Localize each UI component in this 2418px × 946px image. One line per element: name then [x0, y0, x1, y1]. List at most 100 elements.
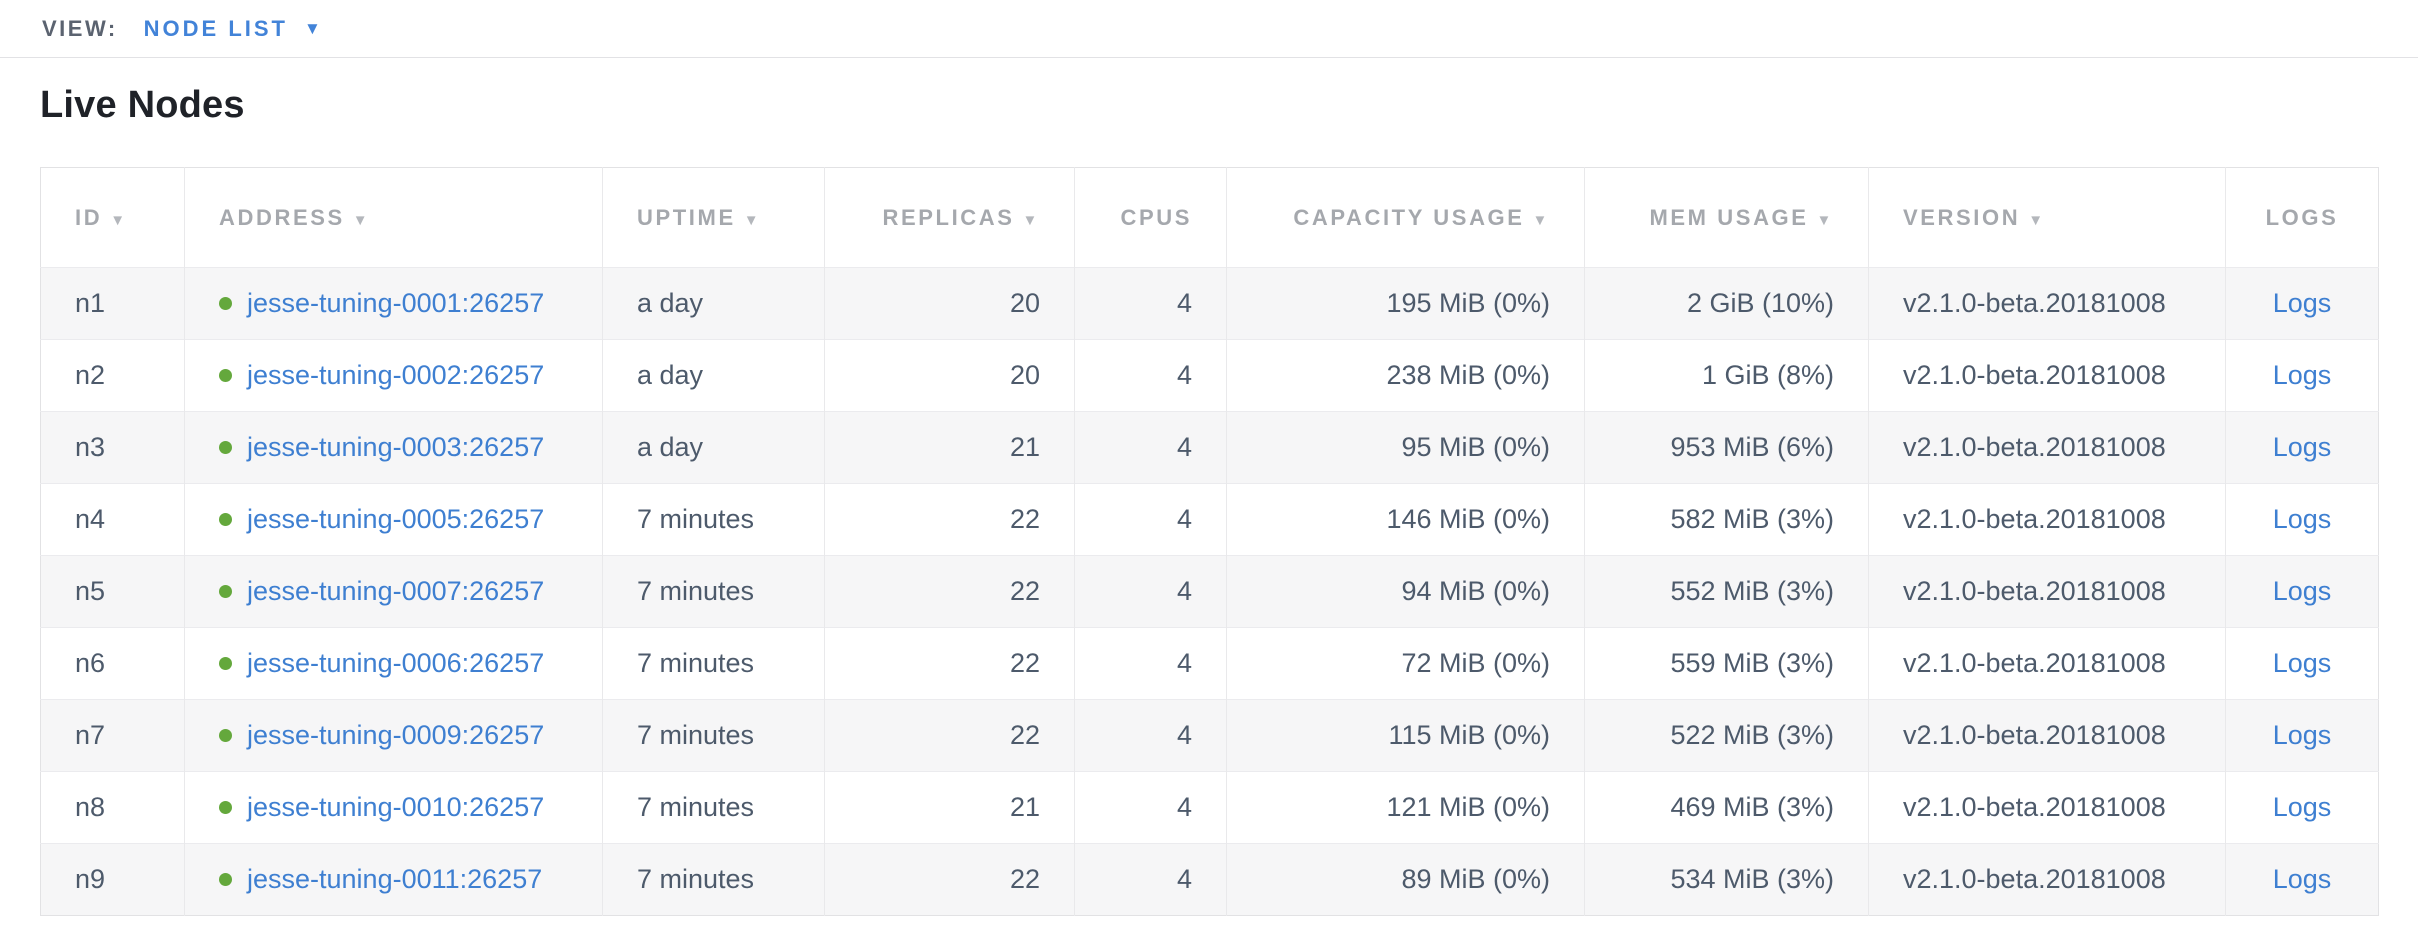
view-dropdown-value: NODE LIST [143, 15, 288, 41]
live-nodes-table: ID ▼ ADDRESS ▼ UPTIME ▼ REPLICAS ▼ CPUS CAPA… [40, 167, 2379, 916]
logs-cell: Logs [2225, 627, 2379, 700]
node-address-cell: jesse-tuning-0002:26257 [184, 339, 603, 412]
cpus-cell: 4 [1074, 771, 1227, 844]
node-id-cell: n7 [40, 699, 185, 772]
node-address-link[interactable]: jesse-tuning-0009:26257 [247, 720, 545, 750]
live-nodes-section: Live Nodes ID ▼ ADDRESS ▼ UPTIME ▼ REPLICAS… [0, 58, 2418, 916]
cpus-cell: 4 [1074, 483, 1227, 556]
mem-usage-cell: 469 MiB (3%) [1584, 771, 1869, 844]
logs-link[interactable]: Logs [2272, 648, 2332, 678]
node-address-link[interactable]: jesse-tuning-0001:26257 [247, 288, 545, 318]
mem-usage-cell: 534 MiB (3%) [1584, 843, 1869, 916]
capacity-usage-cell: 121 MiB (0%) [1226, 771, 1585, 844]
node-live-icon [219, 297, 232, 310]
logs-cell: Logs [2225, 339, 2379, 412]
sort-desc-icon: ▼ [1022, 211, 1040, 229]
uptime-cell: 7 minutes [602, 699, 825, 772]
table-row: n7 jesse-tuning-0009:26257 7 minutes 22 … [40, 699, 2379, 772]
logs-link[interactable]: Logs [2272, 792, 2332, 822]
node-id-cell: n6 [40, 627, 185, 700]
node-id-cell: n2 [40, 339, 185, 412]
table-row: n3 jesse-tuning-0003:26257 a day 21 4 95… [40, 411, 2379, 484]
replicas-cell: 21 [824, 411, 1075, 484]
node-live-icon [219, 657, 232, 670]
table-row: n4 jesse-tuning-0005:26257 7 minutes 22 … [40, 483, 2379, 556]
replicas-cell: 22 [824, 843, 1075, 916]
cpus-cell: 4 [1074, 411, 1227, 484]
capacity-usage-cell: 72 MiB (0%) [1226, 627, 1585, 700]
logs-link[interactable]: Logs [2272, 864, 2332, 894]
logs-cell: Logs [2225, 771, 2379, 844]
table-row: n2 jesse-tuning-0002:26257 a day 20 4 23… [40, 339, 2379, 412]
replicas-cell: 22 [824, 555, 1075, 628]
mem-usage-cell: 559 MiB (3%) [1584, 627, 1869, 700]
logs-cell: Logs [2225, 411, 2379, 484]
logs-link[interactable]: Logs [2272, 432, 2332, 462]
version-cell: v2.1.0-beta.20181008 [1868, 411, 2226, 484]
cpus-cell: 4 [1074, 627, 1227, 700]
node-address-link[interactable]: jesse-tuning-0007:26257 [247, 576, 545, 606]
column-header-mem-usage[interactable]: MEM USAGE ▼ [1584, 167, 1869, 268]
node-id-cell: n1 [40, 267, 185, 340]
logs-link[interactable]: Logs [2272, 288, 2332, 318]
version-cell: v2.1.0-beta.20181008 [1868, 699, 2226, 772]
node-address-cell: jesse-tuning-0010:26257 [184, 771, 603, 844]
replicas-cell: 21 [824, 771, 1075, 844]
logs-link[interactable]: Logs [2272, 360, 2332, 390]
sort-desc-icon: ▼ [110, 211, 128, 229]
logs-link[interactable]: Logs [2272, 576, 2332, 606]
logs-link[interactable]: Logs [2272, 720, 2332, 750]
logs-cell: Logs [2225, 699, 2379, 772]
table-row: n1 jesse-tuning-0001:26257 a day 20 4 19… [40, 267, 2379, 340]
version-cell: v2.1.0-beta.20181008 [1868, 267, 2226, 340]
node-live-icon [219, 801, 232, 814]
column-header-replicas[interactable]: REPLICAS ▼ [824, 167, 1075, 268]
mem-usage-cell: 953 MiB (6%) [1584, 411, 1869, 484]
sort-desc-icon: ▼ [352, 211, 371, 229]
mem-usage-cell: 2 GiB (10%) [1584, 267, 1869, 340]
node-id-cell: n3 [40, 411, 185, 484]
cpus-cell: 4 [1074, 555, 1227, 628]
capacity-usage-cell: 146 MiB (0%) [1226, 483, 1585, 556]
table-header-row: ID ▼ ADDRESS ▼ UPTIME ▼ REPLICAS ▼ CPUS CAPA… [40, 167, 2379, 268]
capacity-usage-cell: 89 MiB (0%) [1226, 843, 1585, 916]
node-id-cell: n5 [40, 555, 185, 628]
node-address-link[interactable]: jesse-tuning-0005:26257 [247, 504, 545, 534]
capacity-usage-cell: 94 MiB (0%) [1226, 555, 1585, 628]
version-cell: v2.1.0-beta.20181008 [1868, 555, 2226, 628]
capacity-usage-cell: 238 MiB (0%) [1226, 339, 1585, 412]
node-address-link[interactable]: jesse-tuning-0003:26257 [247, 432, 545, 462]
uptime-cell: a day [602, 411, 825, 484]
mem-usage-cell: 582 MiB (3%) [1584, 483, 1869, 556]
logs-cell: Logs [2225, 267, 2379, 340]
node-address-link[interactable]: jesse-tuning-0002:26257 [247, 360, 545, 390]
column-header-id[interactable]: ID ▼ [40, 167, 185, 268]
version-cell: v2.1.0-beta.20181008 [1868, 483, 2226, 556]
node-address-link[interactable]: jesse-tuning-0006:26257 [247, 648, 545, 678]
replicas-cell: 22 [824, 627, 1075, 700]
sort-desc-icon: ▼ [743, 211, 762, 229]
node-live-icon [219, 729, 232, 742]
node-live-icon [219, 369, 232, 382]
version-cell: v2.1.0-beta.20181008 [1868, 843, 2226, 916]
node-live-icon [219, 441, 232, 454]
column-header-uptime[interactable]: UPTIME ▼ [602, 167, 825, 268]
column-header-version[interactable]: VERSION ▼ [1868, 167, 2226, 268]
node-live-icon [219, 873, 232, 886]
logs-link[interactable]: Logs [2272, 504, 2332, 534]
node-address-cell: jesse-tuning-0009:26257 [184, 699, 603, 772]
logs-cell: Logs [2225, 555, 2379, 628]
node-id-cell: n8 [40, 771, 185, 844]
column-header-capacity-usage[interactable]: CAPACITY USAGE ▼ [1226, 167, 1585, 268]
column-header-address[interactable]: ADDRESS ▼ [184, 167, 603, 268]
cpus-cell: 4 [1074, 699, 1227, 772]
replicas-cell: 22 [824, 699, 1075, 772]
node-id-cell: n9 [40, 843, 185, 916]
node-address-cell: jesse-tuning-0005:26257 [184, 483, 603, 556]
node-address-link[interactable]: jesse-tuning-0011:26257 [247, 864, 543, 894]
sort-desc-icon: ▼ [1532, 211, 1550, 229]
node-address-link[interactable]: jesse-tuning-0010:26257 [247, 792, 545, 822]
view-dropdown[interactable]: NODE LIST ▼ [144, 16, 321, 42]
column-header-logs: LOGS [2225, 167, 2379, 268]
table-row: n6 jesse-tuning-0006:26257 7 minutes 22 … [40, 627, 2379, 700]
